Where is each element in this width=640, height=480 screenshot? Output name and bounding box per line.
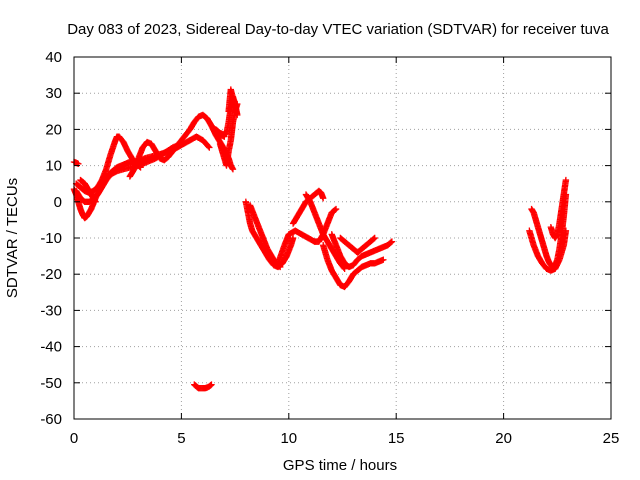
data-point [205,143,212,150]
data-point [277,263,284,271]
chart-title: Day 083 of 2023, Sidereal Day-to-day VTE… [67,21,609,38]
series-arc-13 [246,202,284,271]
series-arc-07 [135,133,213,166]
y-axis-label: SDTVAR / TECUs [4,178,21,298]
data-point [387,239,395,246]
y-tick-label: -40 [40,339,62,356]
data-markers [70,86,570,392]
data-point [371,234,378,242]
y-tick-label: -20 [40,266,62,283]
y-tick-labels: 40 30 20 10 0 -10 -20 -30 -40 -50 -60 [40,49,62,428]
series-arc-14 [274,205,340,267]
y-tick-label: -60 [40,411,62,428]
data-point [208,381,215,388]
data-point [562,227,570,234]
x-tick-label: 20 [495,430,512,447]
data-point [225,108,232,115]
data-point [331,206,339,213]
data-point [380,256,387,263]
data-point [276,263,283,270]
y-tick-label: -10 [40,230,62,247]
data-point [229,166,237,173]
series-arc-08 [191,381,215,392]
x-tick-label: 0 [70,430,78,447]
series-arc-22 [547,176,570,242]
y-tick-label: 0 [54,194,62,211]
y-tick-label: 10 [45,158,62,175]
series-arc-18 [328,231,396,271]
data-point [234,100,241,108]
data-point [370,235,378,242]
x-tick-label: 10 [280,430,297,447]
x-axis-label: GPS time / hours [283,457,397,474]
data-point [289,234,297,242]
x-tick-labels: 0 5 10 15 20 25 [70,430,620,447]
axis-ticks [73,56,612,420]
data-point [562,176,570,184]
series-arc-21 [526,227,570,274]
series-arc-17 [319,242,387,291]
data-point [332,205,340,213]
y-tick-label: -30 [40,302,62,319]
data-point [206,144,213,151]
x-tick-label: 25 [603,430,620,447]
y-tick-label: 40 [45,49,62,66]
series-arc-05 [77,176,99,205]
series-arc-19 [337,234,378,256]
data-point [92,198,99,205]
series-arc-11 [208,122,237,173]
data-point [341,265,348,272]
y-tick-label: -50 [40,375,62,392]
data-point [388,238,396,245]
series-arc-15 [289,187,327,227]
x-tick-label: 15 [388,430,405,447]
y-tick-label: 20 [45,121,62,138]
data-point [319,194,327,202]
y-tick-label: 30 [45,85,62,102]
x-tick-label: 5 [177,430,185,447]
